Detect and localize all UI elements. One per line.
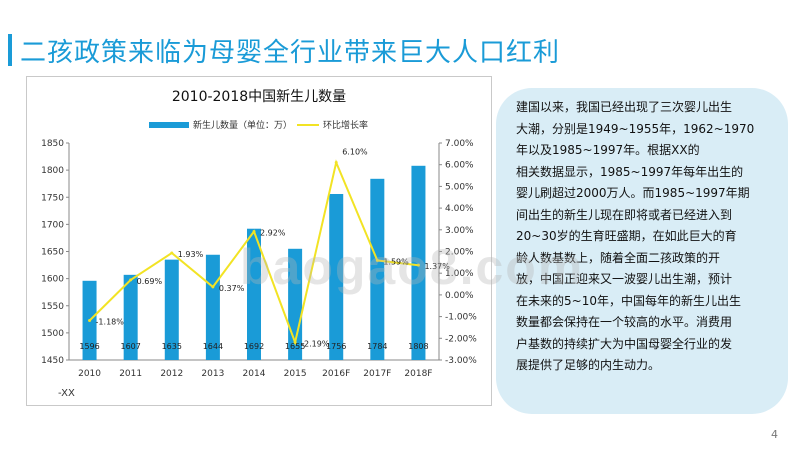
y-tick-label: 1600 [41, 275, 64, 285]
growth-point [88, 319, 92, 323]
legend-line-label: 环比增长率 [323, 119, 368, 131]
info-text: 建国以来，我国已经出现了三次婴儿出生 大潮，分别是1949~1955年，1962… [516, 100, 755, 372]
bar-value-label: 1808 [408, 342, 428, 351]
y2-tick-label: 7.00% [445, 139, 474, 149]
bar-value-label: 1607 [120, 342, 140, 351]
growth-value-label: 1.59% [383, 257, 409, 266]
y-tick-label: 1750 [41, 193, 64, 203]
y2-tick-label: 0.00% [445, 291, 474, 301]
bar-value-label: 1756 [326, 342, 346, 351]
chart-title: 2010-2018中国新生儿数量 [172, 89, 346, 105]
growth-point [129, 278, 133, 282]
y-tick-label: 1550 [41, 302, 64, 312]
bar-value-label: 1655 [285, 342, 305, 351]
bar [370, 178, 385, 360]
y-tick-label: 1800 [41, 166, 64, 176]
bar-value-label: 1596 [79, 342, 99, 351]
x-tick-label: 2016F [322, 369, 350, 379]
title-accent-bar [8, 34, 12, 66]
bar [411, 165, 426, 360]
growth-value-label: 2.92% [260, 229, 286, 238]
x-tick-label: 2014 [243, 369, 266, 379]
y2-tick-label: -1.00% [445, 313, 477, 323]
bar-value-label: 1644 [203, 342, 223, 351]
x-tick-label: 2010 [78, 369, 101, 379]
legend-bar-label: 新生儿数量（单位：万） [193, 119, 292, 131]
y2-tick-label: 4.00% [445, 204, 474, 214]
y-tick-label: 1850 [41, 139, 64, 149]
growth-point [375, 258, 379, 262]
bar-value-label: 1784 [367, 342, 387, 351]
bar-value-label: 1692 [244, 342, 264, 351]
page-title: 二孩政策来临为母婴全行业带来巨大人口红利 [20, 38, 561, 68]
growth-point [211, 285, 215, 289]
x-tick-label: 2013 [201, 369, 224, 379]
y-tick-label: 1500 [41, 329, 64, 339]
y-tick-label: 1700 [41, 220, 64, 230]
y2-tick-label: 1.00% [445, 269, 474, 279]
y2-tick-label: 6.00% [445, 161, 474, 171]
bar [329, 193, 344, 360]
y2-tick-label: 5.00% [445, 182, 474, 192]
chart-frame: 2010-2018中国新生儿数量新生儿数量（单位：万） 环比增长率 1450 1500… [26, 76, 492, 406]
x-tick-label: 2017F [363, 369, 391, 379]
source-note: -XX [58, 388, 75, 399]
growth-point [170, 251, 174, 255]
x-tick-label: 2015 [284, 369, 307, 379]
x-tick-label: 2011 [119, 369, 142, 379]
y-tick-label: 1650 [41, 248, 64, 258]
bar [247, 228, 261, 360]
growth-value-label: 6.10% [342, 148, 368, 157]
y-tick-label: 1450 [41, 356, 64, 366]
growth-point [416, 263, 420, 267]
growth-value-label: 1.93% [178, 250, 204, 259]
x-tick-label: 2012 [160, 369, 183, 379]
legend-bar-swatch [149, 122, 189, 128]
growth-value-label: 1.37% [424, 262, 450, 271]
growth-value-label: 0.69% [137, 277, 163, 286]
bar-value-label: 1635 [162, 342, 182, 351]
y2-tick-label: 3.00% [445, 226, 474, 236]
bar [123, 274, 138, 360]
y2-tick-label: 2.00% [445, 248, 474, 258]
y2-tick-label: -3.00% [445, 356, 477, 366]
growth-value-label: -1.18% [96, 318, 125, 327]
growth-point [334, 161, 338, 165]
y2-tick-label: -2.00% [445, 334, 477, 344]
growth-point [252, 230, 256, 234]
page-number: 4 [771, 428, 778, 441]
growth-value-label: -2.19% [301, 339, 330, 348]
growth-value-label: 0.37% [219, 284, 245, 293]
info-box [496, 88, 788, 414]
bar [164, 259, 179, 360]
x-tick-label: 2018F [404, 369, 432, 379]
growth-point [293, 340, 297, 344]
